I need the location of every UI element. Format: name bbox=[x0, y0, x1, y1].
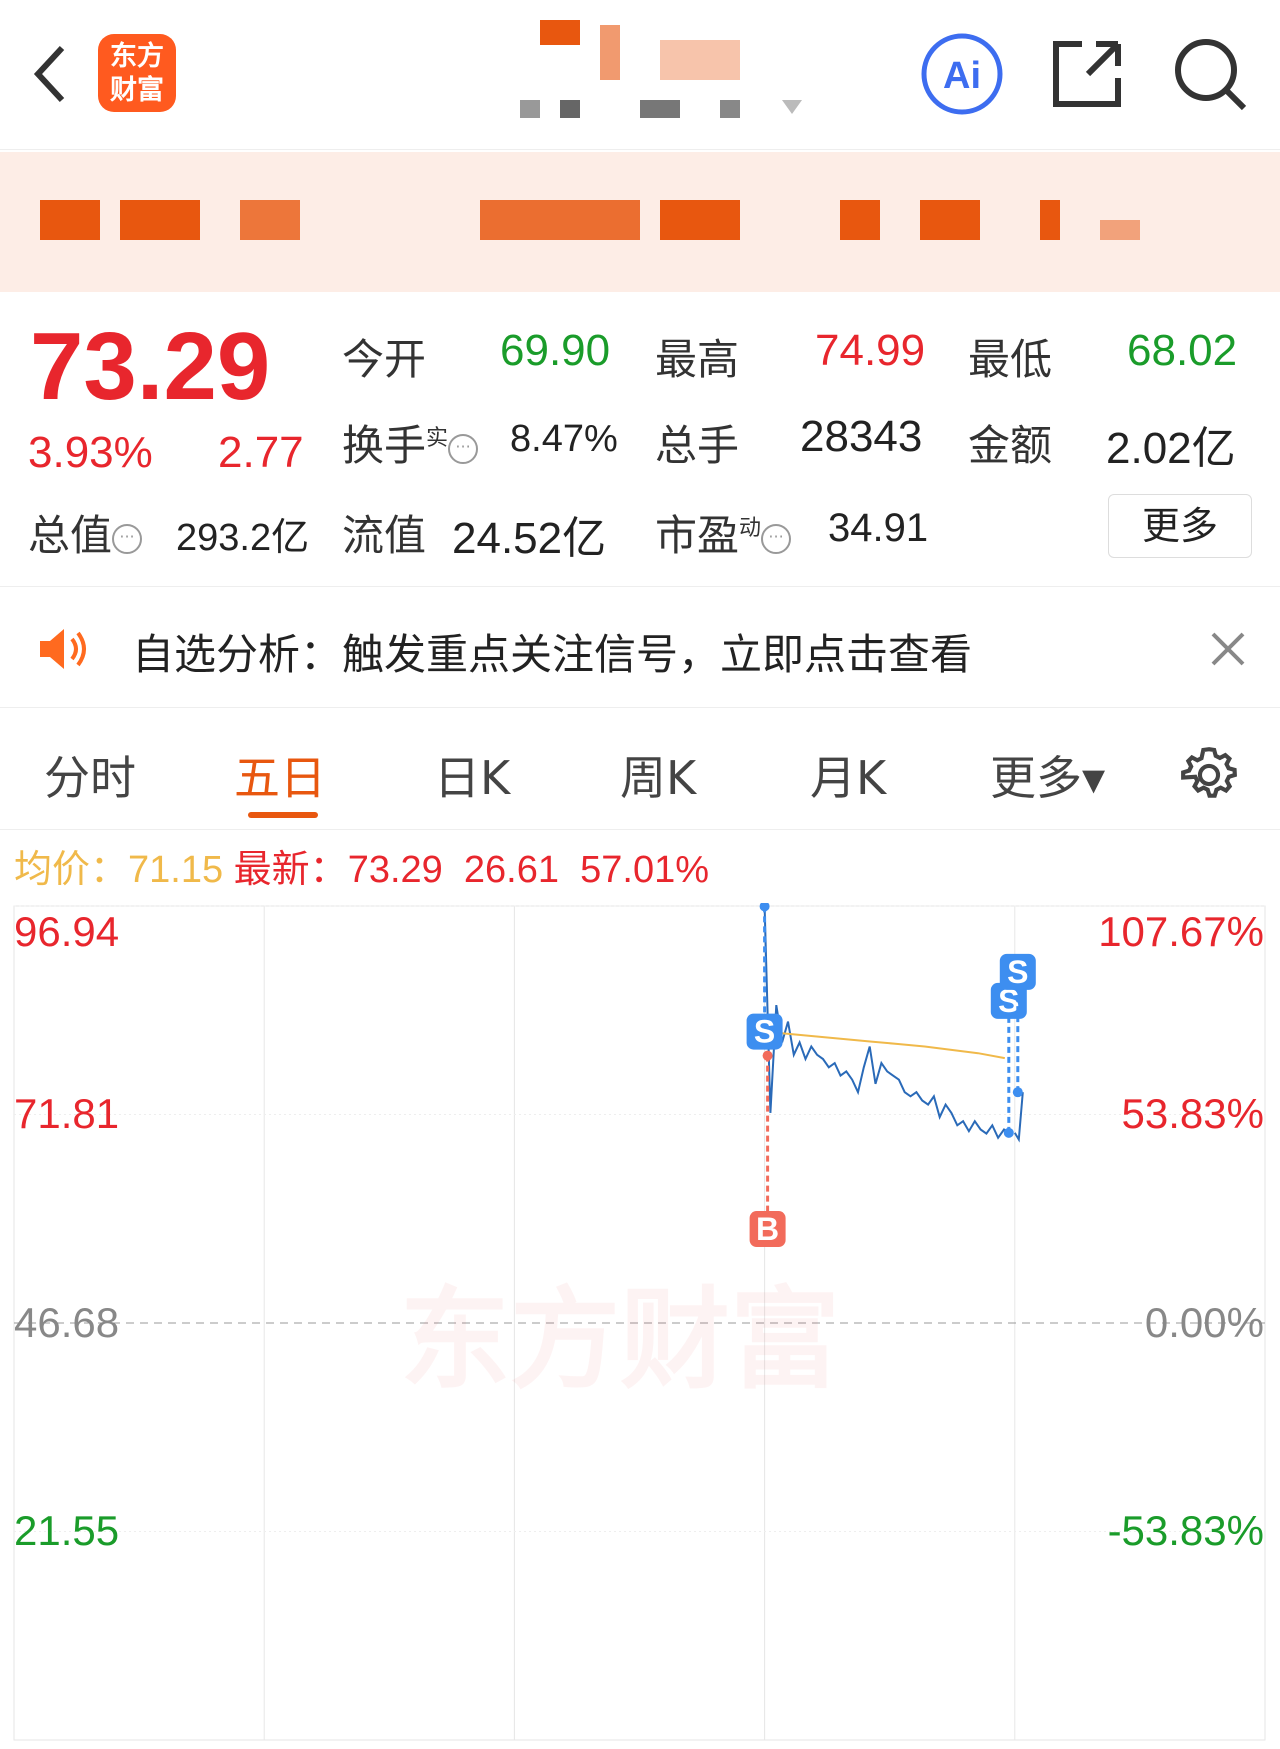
y-tick-right: 53.83% bbox=[1121, 1090, 1264, 1138]
latest-change-pct: 57.01% bbox=[580, 849, 710, 891]
turnover-sup: 实 bbox=[426, 426, 449, 451]
latest-label: 最新： bbox=[233, 849, 348, 891]
more-button[interactable]: 更多 bbox=[1108, 494, 1252, 558]
trade-marker-dot bbox=[1003, 1127, 1014, 1138]
open-label: 今开 bbox=[342, 335, 427, 384]
app-logo: 东方 财富 bbox=[98, 34, 176, 112]
turnover-label: 换手实 ··· bbox=[342, 412, 479, 473]
mktcap-label-text: 总值 bbox=[28, 511, 113, 560]
sell-marker bbox=[746, 1013, 783, 1050]
turnover-label-text: 换手 bbox=[342, 421, 427, 470]
notice-bar[interactable]: 自选分析：触发重点关注信号，立即点击查看 bbox=[0, 586, 1280, 708]
promo-banner-redacted[interactable] bbox=[0, 152, 1280, 292]
pe-sup: 动 bbox=[739, 516, 762, 541]
change-amount: 2.77 bbox=[218, 428, 304, 477]
marker-label: B bbox=[756, 1211, 779, 1247]
change-pct: 3.93% bbox=[28, 428, 153, 477]
tab-daily-k[interactable]: 日K bbox=[434, 751, 511, 805]
tab-weekly-k[interactable]: 周K bbox=[620, 751, 697, 805]
y-tick-right: 107.67% bbox=[1098, 908, 1264, 955]
share-icon[interactable] bbox=[1052, 36, 1124, 110]
marker-label: S bbox=[998, 983, 1019, 1019]
amount-label: 金额 bbox=[968, 421, 1053, 470]
chevron-left-icon[interactable] bbox=[30, 44, 70, 104]
tab-monthly-k[interactable]: 月K bbox=[810, 751, 887, 805]
high-label: 最高 bbox=[655, 335, 740, 384]
top-bar: 东方 财富 Ai bbox=[0, 0, 1280, 150]
pe-value: 34.91 bbox=[828, 506, 929, 550]
price-line-day4 bbox=[763, 906, 1011, 1140]
close-icon[interactable] bbox=[1210, 631, 1246, 667]
watermark: 东方财富 bbox=[400, 1276, 840, 1404]
turnover-value: 8.47% bbox=[510, 418, 618, 460]
y-tick-right: -53.83% bbox=[1107, 1507, 1264, 1555]
y-tick-left: 71.81 bbox=[14, 1090, 120, 1138]
buy-marker bbox=[749, 1211, 786, 1248]
active-tab-indicator bbox=[248, 812, 318, 818]
y-tick-right: 0.00% bbox=[1144, 1298, 1264, 1346]
mktcap-value: 293.2亿 bbox=[176, 517, 310, 559]
logo-text: 东方 bbox=[110, 41, 164, 72]
info-icon[interactable]: ··· bbox=[761, 523, 792, 554]
info-icon[interactable]: ··· bbox=[448, 433, 479, 464]
info-icon[interactable]: ··· bbox=[112, 523, 143, 554]
avg-label: 均价： bbox=[14, 849, 129, 891]
float-label: 流值 bbox=[342, 511, 427, 560]
chart-legend: 均价：71.15 最新：73.29 26.61 57.01% bbox=[14, 838, 709, 893]
notice-text: 自选分析：触发重点关注信号，立即点击查看 bbox=[132, 630, 973, 679]
pe-label-text: 市盈 bbox=[655, 511, 740, 560]
y-tick-left: 21.55 bbox=[14, 1507, 120, 1555]
latest-value: 73.29 bbox=[347, 849, 443, 891]
tab-more[interactable]: 更多▾ bbox=[990, 751, 1106, 805]
price-line-day5 bbox=[1013, 1092, 1024, 1143]
low-label: 最低 bbox=[968, 335, 1053, 384]
marker-label: S bbox=[754, 1014, 775, 1050]
open-value: 69.90 bbox=[500, 326, 611, 375]
high-value: 74.99 bbox=[815, 326, 926, 375]
tab-intraday[interactable]: 分时 bbox=[44, 751, 136, 805]
avg-value: 71.15 bbox=[128, 849, 224, 891]
tab-five-day[interactable]: 五日 bbox=[234, 751, 326, 805]
chart-tabs: 分时 五日 日K 周K 月K 更多▾ bbox=[0, 708, 1280, 830]
avg-line-day4 bbox=[764, 1030, 1005, 1060]
volume-label: 总手 bbox=[655, 421, 740, 470]
marker-label: S bbox=[1007, 954, 1028, 990]
dropdown-caret-icon bbox=[782, 100, 802, 124]
y-tick-left: 96.94 bbox=[14, 908, 120, 955]
gear-icon[interactable] bbox=[1178, 744, 1240, 806]
speaker-icon bbox=[40, 629, 86, 669]
amount-value: 2.02亿 bbox=[1106, 424, 1236, 473]
current-price: 73.29 bbox=[30, 313, 271, 420]
ai-assistant-icon[interactable]: Ai bbox=[918, 30, 1006, 118]
mktcap-label: 总值 ··· bbox=[28, 502, 143, 563]
volume-value: 28343 bbox=[800, 412, 923, 461]
trade-marker-dot bbox=[1012, 1087, 1023, 1098]
float-value: 24.52亿 bbox=[452, 514, 607, 563]
y-tick-left: 46.68 bbox=[14, 1298, 120, 1346]
low-value: 68.02 bbox=[1127, 326, 1238, 375]
svg-text:Ai: Ai bbox=[943, 55, 981, 97]
latest-change: 26.61 bbox=[463, 849, 559, 891]
search-icon[interactable] bbox=[1172, 36, 1252, 112]
trade-marker-dot bbox=[759, 903, 770, 912]
sell-marker bbox=[999, 953, 1036, 990]
pe-label: 市盈动 ··· bbox=[655, 502, 792, 563]
logo-text: 财富 bbox=[110, 75, 164, 106]
trade-marker-dot bbox=[762, 1050, 773, 1061]
